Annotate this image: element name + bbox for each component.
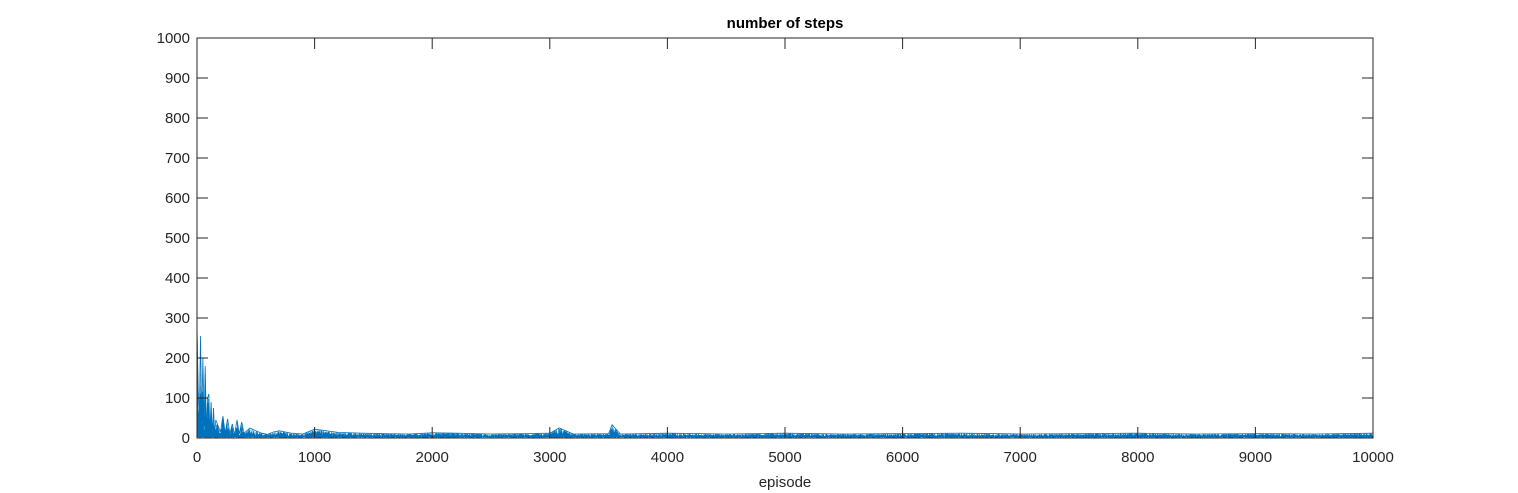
x-tick-label: 3000 — [533, 449, 566, 466]
x-tick-label: 4000 — [651, 449, 684, 466]
y-tick-label: 900 — [165, 70, 190, 87]
x-tick-label: 1000 — [298, 449, 331, 466]
y-tick-label: 300 — [165, 310, 190, 327]
plot-area — [197, 38, 1373, 438]
y-tick-label: 0 — [182, 430, 190, 447]
x-tick-label: 2000 — [416, 449, 449, 466]
y-tick-label: 600 — [165, 190, 190, 207]
y-tick-label: 200 — [165, 350, 190, 367]
y-tick-label: 800 — [165, 110, 190, 127]
x-tick-label: 0 — [193, 449, 201, 466]
y-tick-label: 700 — [165, 150, 190, 167]
x-axis-label: episode — [759, 474, 812, 491]
x-tick-label: 5000 — [768, 449, 801, 466]
x-axis: 0 1000 2000 3000 4000 5000 6000 7000 8000 9000 100… — [193, 38, 1394, 466]
x-tick-label: 7000 — [1004, 449, 1037, 466]
y-axis: 0 100 200 300 400 500 600 700 800 900 1000 — [157, 30, 1373, 447]
x-tick-label: 10000 — [1352, 449, 1394, 466]
x-tick-label: 8000 — [1121, 449, 1154, 466]
chart-title: number of steps — [727, 15, 844, 32]
y-tick-label: 1000 — [157, 30, 190, 47]
y-tick-label: 100 — [165, 390, 190, 407]
x-tick-label: 6000 — [886, 449, 919, 466]
y-tick-label: 500 — [165, 230, 190, 247]
x-tick-label: 9000 — [1239, 449, 1272, 466]
y-tick-label: 400 — [165, 270, 190, 287]
